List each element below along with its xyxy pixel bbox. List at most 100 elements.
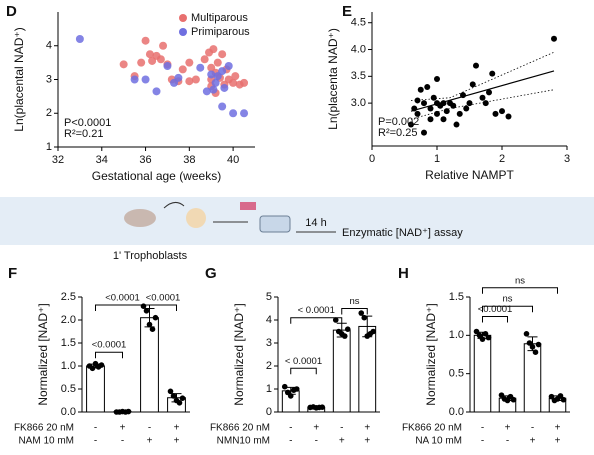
point [424,84,431,91]
point [140,303,147,310]
y-tick-label: 4 [46,40,52,52]
point [319,404,326,410]
bracket-label: ns [515,275,525,286]
bracket [290,367,317,375]
point [427,116,434,123]
bracket-label: <0.0001 [478,304,513,315]
confidence-line [410,89,555,120]
x-tick-label: 1 [434,153,440,165]
point [152,314,159,321]
condition-label: FK866 20 nM [210,423,270,434]
point [523,331,530,337]
point [532,349,539,356]
y-tick-label: 0 [266,406,272,418]
point [207,70,216,79]
condition-sign: - [94,423,97,434]
condition-sign: - [289,436,292,447]
point [421,100,427,107]
condition-sign: - [531,423,534,434]
panel-letter: G [205,265,217,282]
y-tick-label: 4.0 [351,43,366,55]
schematic-label: 1' Trophoblasts [113,250,188,262]
point [200,55,209,64]
y-tick-label: 2.0 [61,314,76,326]
point [152,87,161,96]
point [293,386,300,392]
bracket-label: ns [502,294,512,305]
panel-letter: E [342,3,352,20]
point [156,55,165,64]
mouse-icon [124,209,156,227]
point [229,109,238,118]
bracket [482,316,508,323]
bracket-label: <0.0001 [92,340,127,351]
point [370,328,377,335]
point [240,78,249,87]
condition-sign: - [289,423,292,434]
point [332,317,339,323]
point [149,326,156,333]
point [430,94,437,101]
y-tick-label: 2 [266,360,272,372]
bracket [482,287,558,294]
point [141,75,150,84]
x-tick-label: 3 [564,153,570,165]
point [143,308,150,314]
point [469,81,476,88]
bracket-label: ns [349,296,359,307]
point [486,89,492,96]
y-axis-label: Normalized [NAD⁺] [232,303,246,405]
point [146,321,153,328]
point [414,110,421,117]
legend-label: Primiparous [191,26,250,38]
point [450,102,457,109]
legend-marker [179,28,187,36]
point [211,78,220,87]
confidence-line [410,51,555,101]
point [209,45,218,54]
point [408,121,414,128]
y-tick-label: 0.0 [61,406,76,418]
point [504,397,511,404]
point [240,109,249,118]
annotation: R²=0.25 [378,127,417,139]
bar [523,343,542,413]
y-tick-label: 0.0 [449,406,464,418]
panel-letter: D [6,3,17,20]
point [174,73,183,82]
point [218,50,227,59]
cells-icon [186,208,206,228]
medium-icon [240,202,256,210]
point [75,35,84,43]
fit-line [410,70,555,112]
point [145,50,154,59]
y-tick-label: 3.5 [351,70,366,82]
condition-sign: - [148,423,151,434]
point [510,396,517,403]
y-tick-label: 3.0 [351,97,366,109]
condition-sign: - [481,423,484,434]
y-tick-label: 1 [266,383,272,395]
condition-sign: + [120,423,126,434]
y-tick-label: 2.5 [61,291,76,303]
condition-label: NMN10 mM [217,436,270,447]
condition-label: FK866 20 nM [402,423,462,434]
point [130,75,139,84]
y-tick-label: 0.5 [61,383,76,395]
condition-sign: + [364,423,370,434]
bracket [149,304,177,312]
condition-sign: - [121,436,124,447]
point [505,113,512,120]
annotation: P<0.0001 [64,117,111,129]
point [218,102,227,111]
point [358,310,365,316]
point [485,334,492,341]
x-tick-label: 32 [52,154,64,166]
condition-sign: - [481,436,484,447]
point [179,395,186,402]
bracket [341,308,368,315]
y-axis-label: Ln(placental NAD⁺) [12,27,26,131]
schematic-background [0,197,594,245]
condition-sign: + [174,423,180,434]
